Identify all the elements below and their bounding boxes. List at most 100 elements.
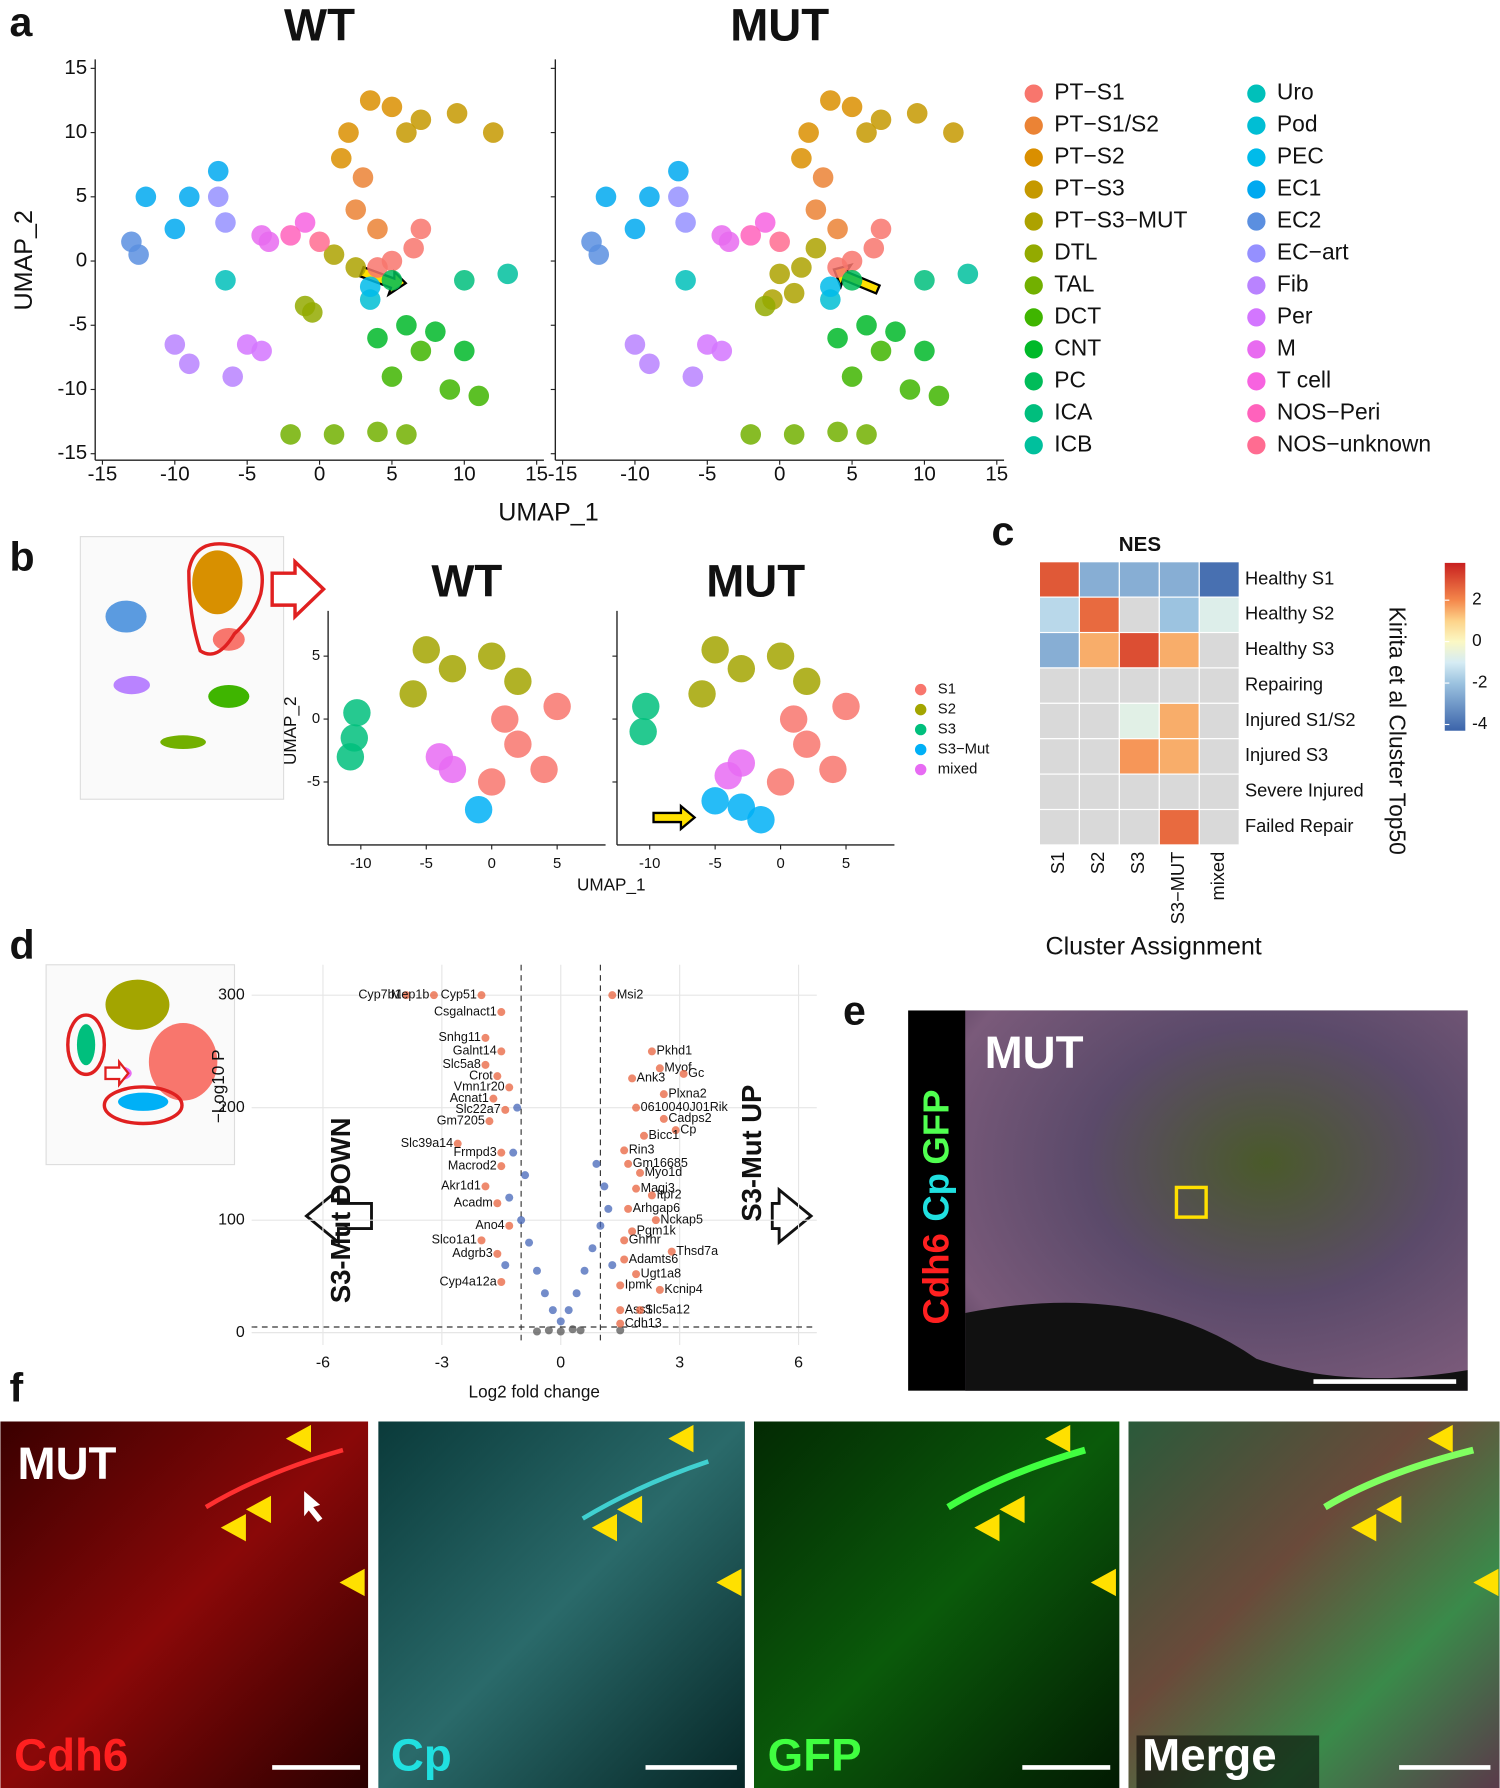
gene-label: Slc5a12 [645,1302,690,1316]
gene-label: Crot [469,1068,493,1082]
cluster-point [740,424,762,445]
cluster-point [682,366,704,387]
x-tick-label: 5 [842,856,850,872]
cluster-point [345,199,367,220]
cluster-point [396,122,417,143]
legend-label: Fib [1277,270,1309,296]
row-label: Healthy S1 [1245,567,1334,588]
legend-swatch [914,763,927,776]
cluster-point [675,270,696,291]
gene-point [616,1319,625,1328]
x-axis-label: Cluster Assignment [1045,932,1261,960]
gene-label: Ank3 [637,1071,666,1085]
legend-label: PT−S1/S2 [1054,111,1159,137]
gene-point [620,1146,629,1155]
panel-letter: d [10,922,35,968]
x-tick-label: 0 [774,462,785,485]
gene-point [497,1162,506,1171]
cluster-point [870,218,892,240]
empty-cell [1158,773,1200,811]
row-label: Healthy S2 [1245,603,1334,624]
cluster-point [856,314,877,336]
legend-swatch [1247,180,1266,199]
gene-point [493,1199,502,1208]
panel-letter: b [10,533,35,579]
panel-letter: c [991,508,1014,554]
thumbnail [45,964,236,1166]
cluster-point [943,122,964,143]
x-tick-label: -10 [160,462,190,485]
row-label: Healthy S3 [1245,638,1334,659]
cluster-point [135,186,157,208]
y-tick-label: -5 [307,774,320,790]
cluster-point [338,122,359,143]
heat-cell [1158,702,1200,740]
gene-point [540,1289,549,1298]
empty-cell [1118,808,1160,846]
legend-swatch [1247,372,1266,391]
x-tick-label: 0 [776,856,784,872]
legend-label: NOS−Peri [1277,398,1380,424]
x-tick-label: 10 [913,462,936,485]
cluster-point [251,340,272,362]
gene-point [608,991,617,1000]
cluster-point [179,186,200,208]
gene-point [481,1182,490,1191]
cluster-point [727,793,756,821]
heat-cell [1158,561,1200,598]
cluster-point [381,270,403,291]
facet-title: MUT [730,0,829,51]
legend-swatch [1024,436,1043,455]
row-label: Repairing [1245,673,1323,694]
cluster-point [639,353,660,375]
cluster-point [747,806,775,834]
gene-label: Csgalnact1 [434,1004,497,1018]
cluster-point [215,212,236,233]
heat-cell [1038,631,1080,669]
gene-label: Plxna2 [668,1086,706,1100]
cluster-point [412,636,440,664]
legend-swatch [1247,212,1266,231]
legend-label: PEC [1277,143,1324,169]
legend-swatch [1024,244,1043,263]
gene-point [556,1327,565,1336]
gene-label: Itpr2 [656,1188,681,1202]
gene-point [671,1126,680,1135]
cluster-point [302,302,323,323]
gene-label: Adgrb3 [452,1246,492,1260]
gene-label: Bicc1 [649,1128,680,1142]
cluster-point [309,231,330,253]
cluster-point [410,340,432,362]
gene-point [532,1327,541,1336]
heat-cell [1118,702,1160,740]
x-axis-label: UMAP_1 [498,498,598,526]
cluster-point [438,755,467,784]
colorbar-label: -4 [1472,714,1488,733]
gene-point [620,1255,629,1264]
gene-point [548,1306,557,1315]
chart-title: NES [1119,533,1161,556]
gene-point [647,1047,656,1056]
gene-point [632,1184,641,1193]
x-tick-label: -15 [88,462,118,485]
gene-label: Pkhd1 [656,1044,692,1058]
cluster-point [343,699,371,727]
legend-label: M [1277,334,1296,360]
gene-label: Rin3 [629,1143,655,1157]
gene-point [521,1171,530,1180]
image-title: MUT [985,1027,1084,1078]
cluster-point [446,103,468,124]
cluster-point [530,755,558,784]
cluster-point [769,263,790,285]
gene-point [481,1033,490,1042]
y-tick-label: 0 [312,711,320,727]
heat-cell [1118,561,1160,598]
x-tick-label: 5 [386,462,397,485]
empty-cell [1038,773,1080,811]
cluster-point [769,231,790,253]
cluster-point [863,237,885,259]
cluster-point [885,321,906,342]
empty-cell [1198,631,1240,669]
stain-label: GFP [768,1729,862,1780]
